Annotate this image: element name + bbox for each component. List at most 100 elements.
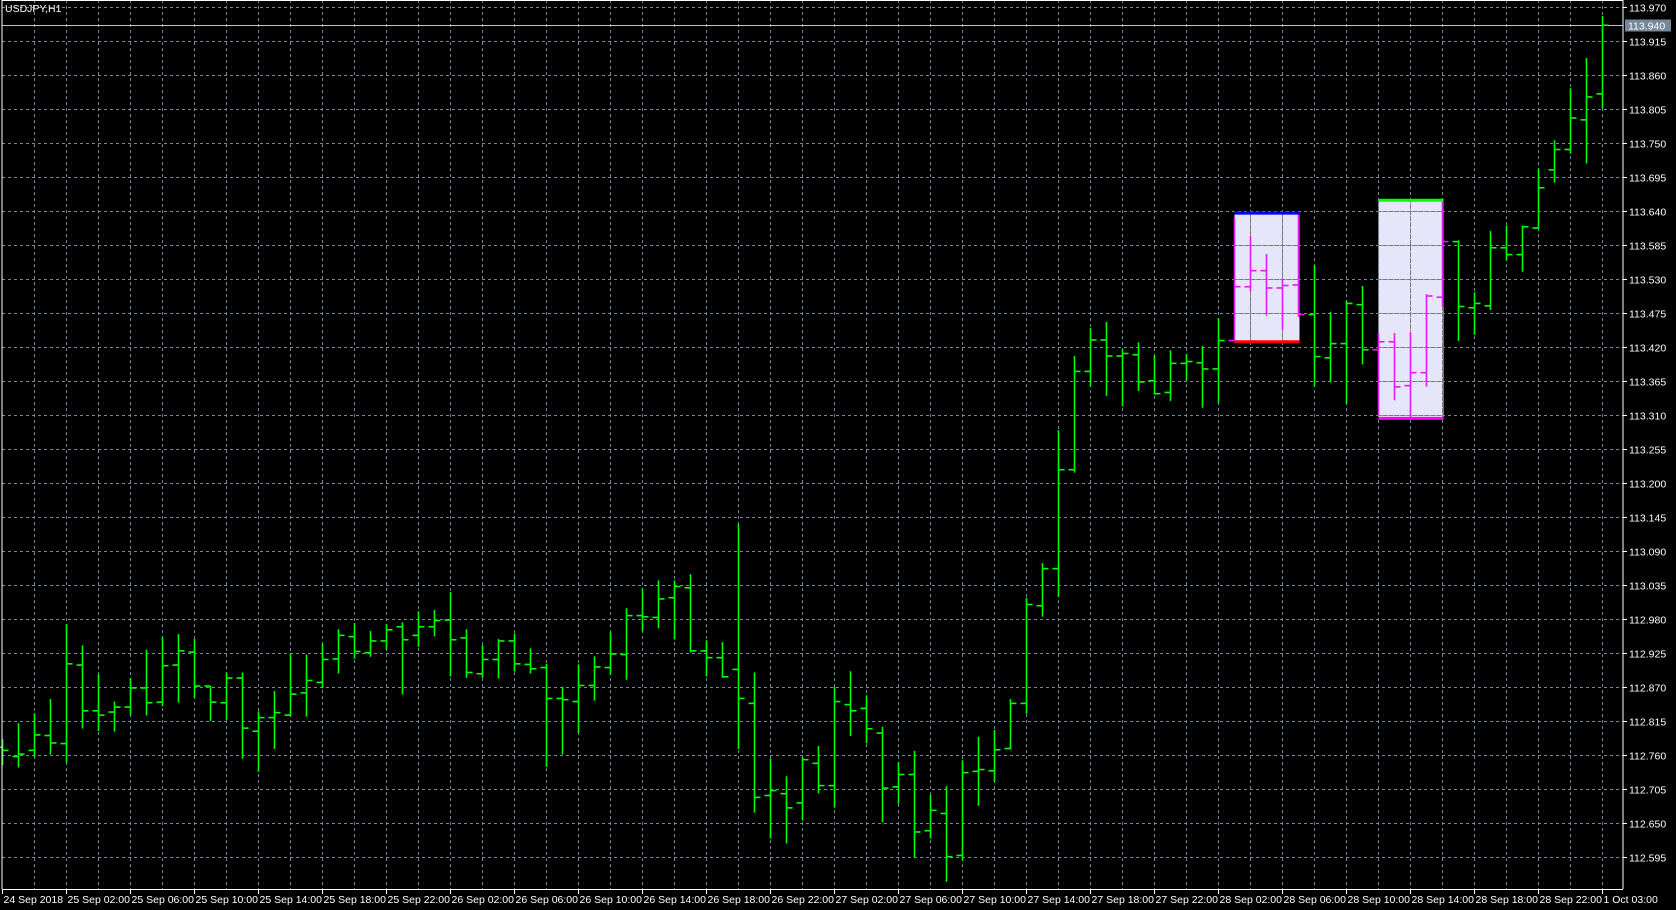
ohlc-bar	[1068, 355, 1081, 473]
ohlc-bar	[492, 639, 505, 679]
ohlc-bar	[780, 776, 793, 844]
ohlc-bar	[108, 701, 121, 732]
ohlc-bar	[1452, 240, 1465, 341]
ohlc-bar	[556, 686, 569, 755]
ohlc-bar	[1308, 265, 1321, 387]
ohlc-bar	[1372, 333, 1385, 415]
ohlc-bar	[172, 634, 185, 703]
time-label: 25 Sep 02:00	[68, 894, 131, 906]
ohlc-bar	[1052, 430, 1065, 597]
time-label: 25 Sep 10:00	[196, 894, 259, 906]
ohlc-bar	[1404, 332, 1417, 419]
price-label: 112.595	[1629, 853, 1666, 865]
ohlc-bar	[348, 623, 361, 659]
time-label: 27 Sep 22:00	[1156, 894, 1219, 906]
ohlc-bar	[396, 622, 409, 695]
price-label: 112.980	[1629, 615, 1666, 627]
ohlc-bar	[428, 610, 441, 637]
time-label: 26 Sep 06:00	[516, 894, 579, 906]
price-label: 112.760	[1629, 751, 1666, 763]
ohlc-bar	[716, 642, 729, 678]
ohlc-bar	[700, 640, 713, 677]
price-label: 113.585	[1629, 241, 1666, 253]
ohlc-bar	[1340, 300, 1353, 404]
time-label: 28 Sep 02:00	[1220, 894, 1283, 906]
ohlc-bar	[1436, 200, 1449, 307]
ohlc-bar	[652, 580, 665, 629]
time-label: 24 Sep 2018	[4, 894, 64, 906]
time-label: 25 Sep 22:00	[388, 894, 451, 906]
ohlc-bar	[444, 592, 457, 677]
time-label: 28 Sep 18:00	[1476, 894, 1539, 906]
ohlc-bar	[1388, 333, 1401, 401]
price-label: 113.035	[1629, 581, 1666, 593]
rectangle-edges	[1234, 198, 1444, 420]
ohlc-bar	[988, 729, 1001, 782]
ohlc-bar	[1580, 58, 1593, 164]
ohlc-bar	[892, 762, 905, 804]
ohlc-bar	[236, 672, 249, 759]
bid-price-label-bg	[1625, 19, 1671, 32]
ohlc-bar	[220, 672, 233, 720]
price-label: 113.475	[1629, 309, 1666, 321]
time-label: 25 Sep 18:00	[324, 894, 387, 906]
ohlc-bar	[1468, 292, 1481, 335]
bid-price-label: 113.940	[1628, 21, 1665, 33]
ohlc-bar	[92, 674, 105, 731]
price-label: 113.970	[1629, 3, 1666, 15]
ohlc-bar	[636, 588, 649, 632]
ohlc-bar	[1276, 278, 1289, 330]
chart-title: USDJPY,H1	[5, 3, 62, 15]
price-label: 113.530	[1629, 275, 1666, 287]
ohlc-bar	[1132, 342, 1145, 391]
ohlc-bar	[876, 726, 889, 823]
ohlc-bar	[476, 645, 489, 678]
price-axis[interactable]: 113.970 113.915 113.860 113.805 113.750 113.6…	[1623, 3, 1671, 865]
ohlc-bar	[1484, 231, 1497, 310]
ohlc-bar	[252, 711, 265, 772]
ohlc-bar	[604, 632, 617, 675]
ohlc-bar	[268, 691, 281, 749]
ohlc-bar	[460, 629, 473, 678]
time-axis[interactable]: 24 Sep 2018 25 Sep 02:00 25 Sep 06:00 25 Se…	[2, 889, 1658, 906]
ohlc-bar	[620, 608, 633, 680]
price-label: 113.310	[1629, 411, 1666, 423]
time-label: 28 Sep 22:00	[1540, 894, 1603, 906]
ohlc-bar	[140, 649, 153, 716]
ohlc-bar	[124, 678, 137, 715]
price-label: 113.750	[1629, 139, 1666, 151]
price-label: 112.705	[1629, 785, 1666, 797]
time-label: 25 Sep 14:00	[260, 894, 323, 906]
ohlc-bar	[380, 624, 393, 650]
ohlc-bar	[1196, 346, 1209, 408]
chart-frame	[1, 0, 1624, 890]
time-label: 28 Sep 14:00	[1412, 894, 1475, 906]
ohlc-bar	[1228, 217, 1241, 343]
ohlc-bar	[1212, 318, 1225, 403]
ohlc-bar	[1004, 699, 1017, 750]
price-label: 113.695	[1629, 173, 1666, 185]
price-label: 112.650	[1629, 819, 1666, 831]
time-label: 26 Sep 14:00	[644, 894, 707, 906]
ohlc-bar	[60, 624, 73, 763]
ohlc-bar	[764, 759, 777, 839]
ohlc-bar	[1532, 168, 1545, 230]
ohlc-bar	[1420, 294, 1433, 387]
ohlc-bar	[828, 686, 841, 808]
price-label: 113.090	[1629, 547, 1666, 559]
ohlc-bar	[668, 580, 681, 640]
ohlc-bar	[796, 757, 809, 821]
ohlc-bar	[524, 648, 537, 674]
time-label: 27 Sep 18:00	[1092, 894, 1155, 906]
ohlc-bar	[28, 713, 41, 757]
price-label: 113.255	[1629, 445, 1666, 457]
ohlc-bar	[1516, 225, 1529, 272]
ohlc-bar	[812, 746, 825, 794]
ohlc-bar	[1100, 321, 1113, 396]
price-label: 112.925	[1629, 649, 1666, 661]
ohlc-bar	[844, 671, 857, 736]
time-label: 27 Sep 14:00	[1028, 894, 1091, 906]
ohlc-bars	[0, 15, 1609, 882]
grid	[2, 0, 1623, 889]
